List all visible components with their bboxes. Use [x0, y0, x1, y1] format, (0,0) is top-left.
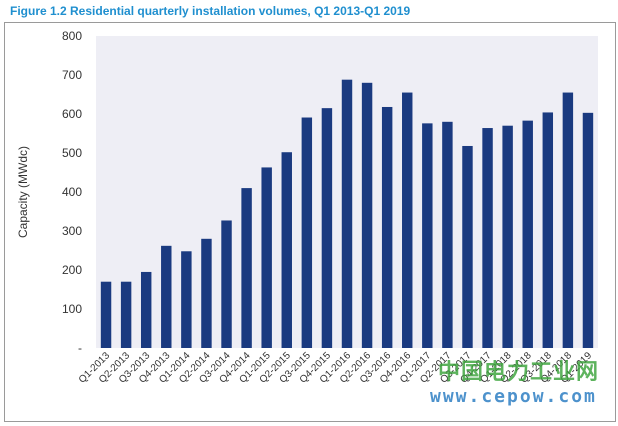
y-tick-label: 700 [62, 68, 82, 82]
bar-q4-2013 [161, 245, 172, 348]
chart-frame [4, 22, 616, 422]
bar-q4-2015 [321, 108, 333, 349]
y-tick-label: 400 [62, 185, 82, 199]
bar-q3-2017 [462, 145, 473, 348]
bar-q2-2014 [201, 238, 212, 348]
bar-q2-2017 [442, 121, 453, 348]
watermark-url: www.cepow.com [430, 386, 597, 407]
y-tick-label: - [78, 341, 82, 355]
y-tick-label: 600 [62, 107, 82, 121]
bar-q1-2015 [261, 167, 272, 348]
bar-q2-2016 [361, 82, 373, 349]
bar-q1-2019 [582, 112, 594, 348]
bar-q2-2013 [120, 281, 132, 348]
y-tick-label: 800 [62, 29, 82, 43]
bar-q2-2015 [281, 152, 292, 348]
watermark-chinese: 中国电力工业网 [438, 360, 600, 385]
bar-q1-2014 [181, 251, 192, 348]
bar-q3-2014 [221, 220, 232, 348]
bar-q4-2014 [241, 188, 252, 348]
y-tick-label: 500 [62, 146, 82, 160]
y-tick-label: 100 [62, 302, 82, 316]
bar-q3-2015 [301, 117, 313, 348]
y-axis-label: Capacity (MWdc) [16, 146, 30, 238]
bar-q2-2018 [522, 120, 533, 348]
bar-q1-2017 [422, 123, 433, 348]
bar-q4-2018 [562, 92, 574, 348]
bar-q3-2013 [140, 271, 152, 348]
bar-q4-2016 [402, 92, 413, 348]
bar-q1-2016 [341, 79, 353, 349]
y-tick-label: 200 [62, 263, 82, 277]
y-tick-label: 300 [62, 224, 82, 238]
bar-q4-2017 [482, 128, 493, 348]
bar-q1-2013 [100, 281, 112, 348]
bar-q1-2018 [502, 125, 513, 348]
bar-q3-2018 [542, 112, 554, 348]
chart-title: Figure 1.2 Residential quarterly install… [10, 4, 411, 18]
bar-q3-2016 [381, 106, 393, 348]
